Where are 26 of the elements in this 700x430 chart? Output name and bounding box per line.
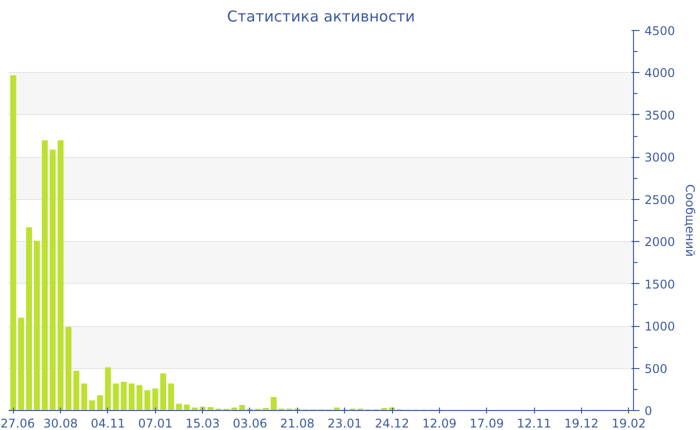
y-tick-label: 4500 — [644, 24, 676, 38]
x-tick-label: 23.01 — [327, 416, 362, 430]
x-tick-label: 17.09 — [470, 416, 504, 430]
x-tick-label: 04.11 — [90, 416, 126, 430]
y-tick-label: 4000 — [644, 66, 676, 80]
y-tick-label: 3000 — [644, 150, 676, 165]
y-tick-label: 3500 — [644, 108, 676, 122]
y-tick-label: 500 — [644, 362, 668, 376]
y-tick-label: 2000 — [644, 235, 676, 250]
y-tick-label: 1000 — [644, 320, 676, 334]
x-tick-label: 24.12 — [374, 416, 410, 430]
x-tick-label: 30.08 — [43, 416, 78, 430]
x-tick-label: 19.12 — [564, 416, 599, 430]
x-tick-label: 15.03 — [185, 416, 220, 430]
x-tick-label: 07.01 — [138, 416, 172, 430]
y-tick-label: 0 — [644, 404, 652, 418]
y-tick-label: 1500 — [644, 277, 676, 292]
x-tick-label: 27.06 — [0, 416, 35, 430]
x-tick-label: 12.09 — [422, 416, 457, 430]
y-axis-title: Сообщений — [683, 184, 698, 257]
x-tick-label: 03.06 — [232, 416, 268, 430]
x-tick-label: 12.11 — [516, 416, 552, 430]
y-tick-label: 2500 — [644, 192, 676, 207]
x-tick-label: 21.08 — [280, 416, 315, 430]
chart-title: Статистика активности — [227, 8, 415, 26]
x-tick-label: 19.02 — [612, 416, 646, 430]
